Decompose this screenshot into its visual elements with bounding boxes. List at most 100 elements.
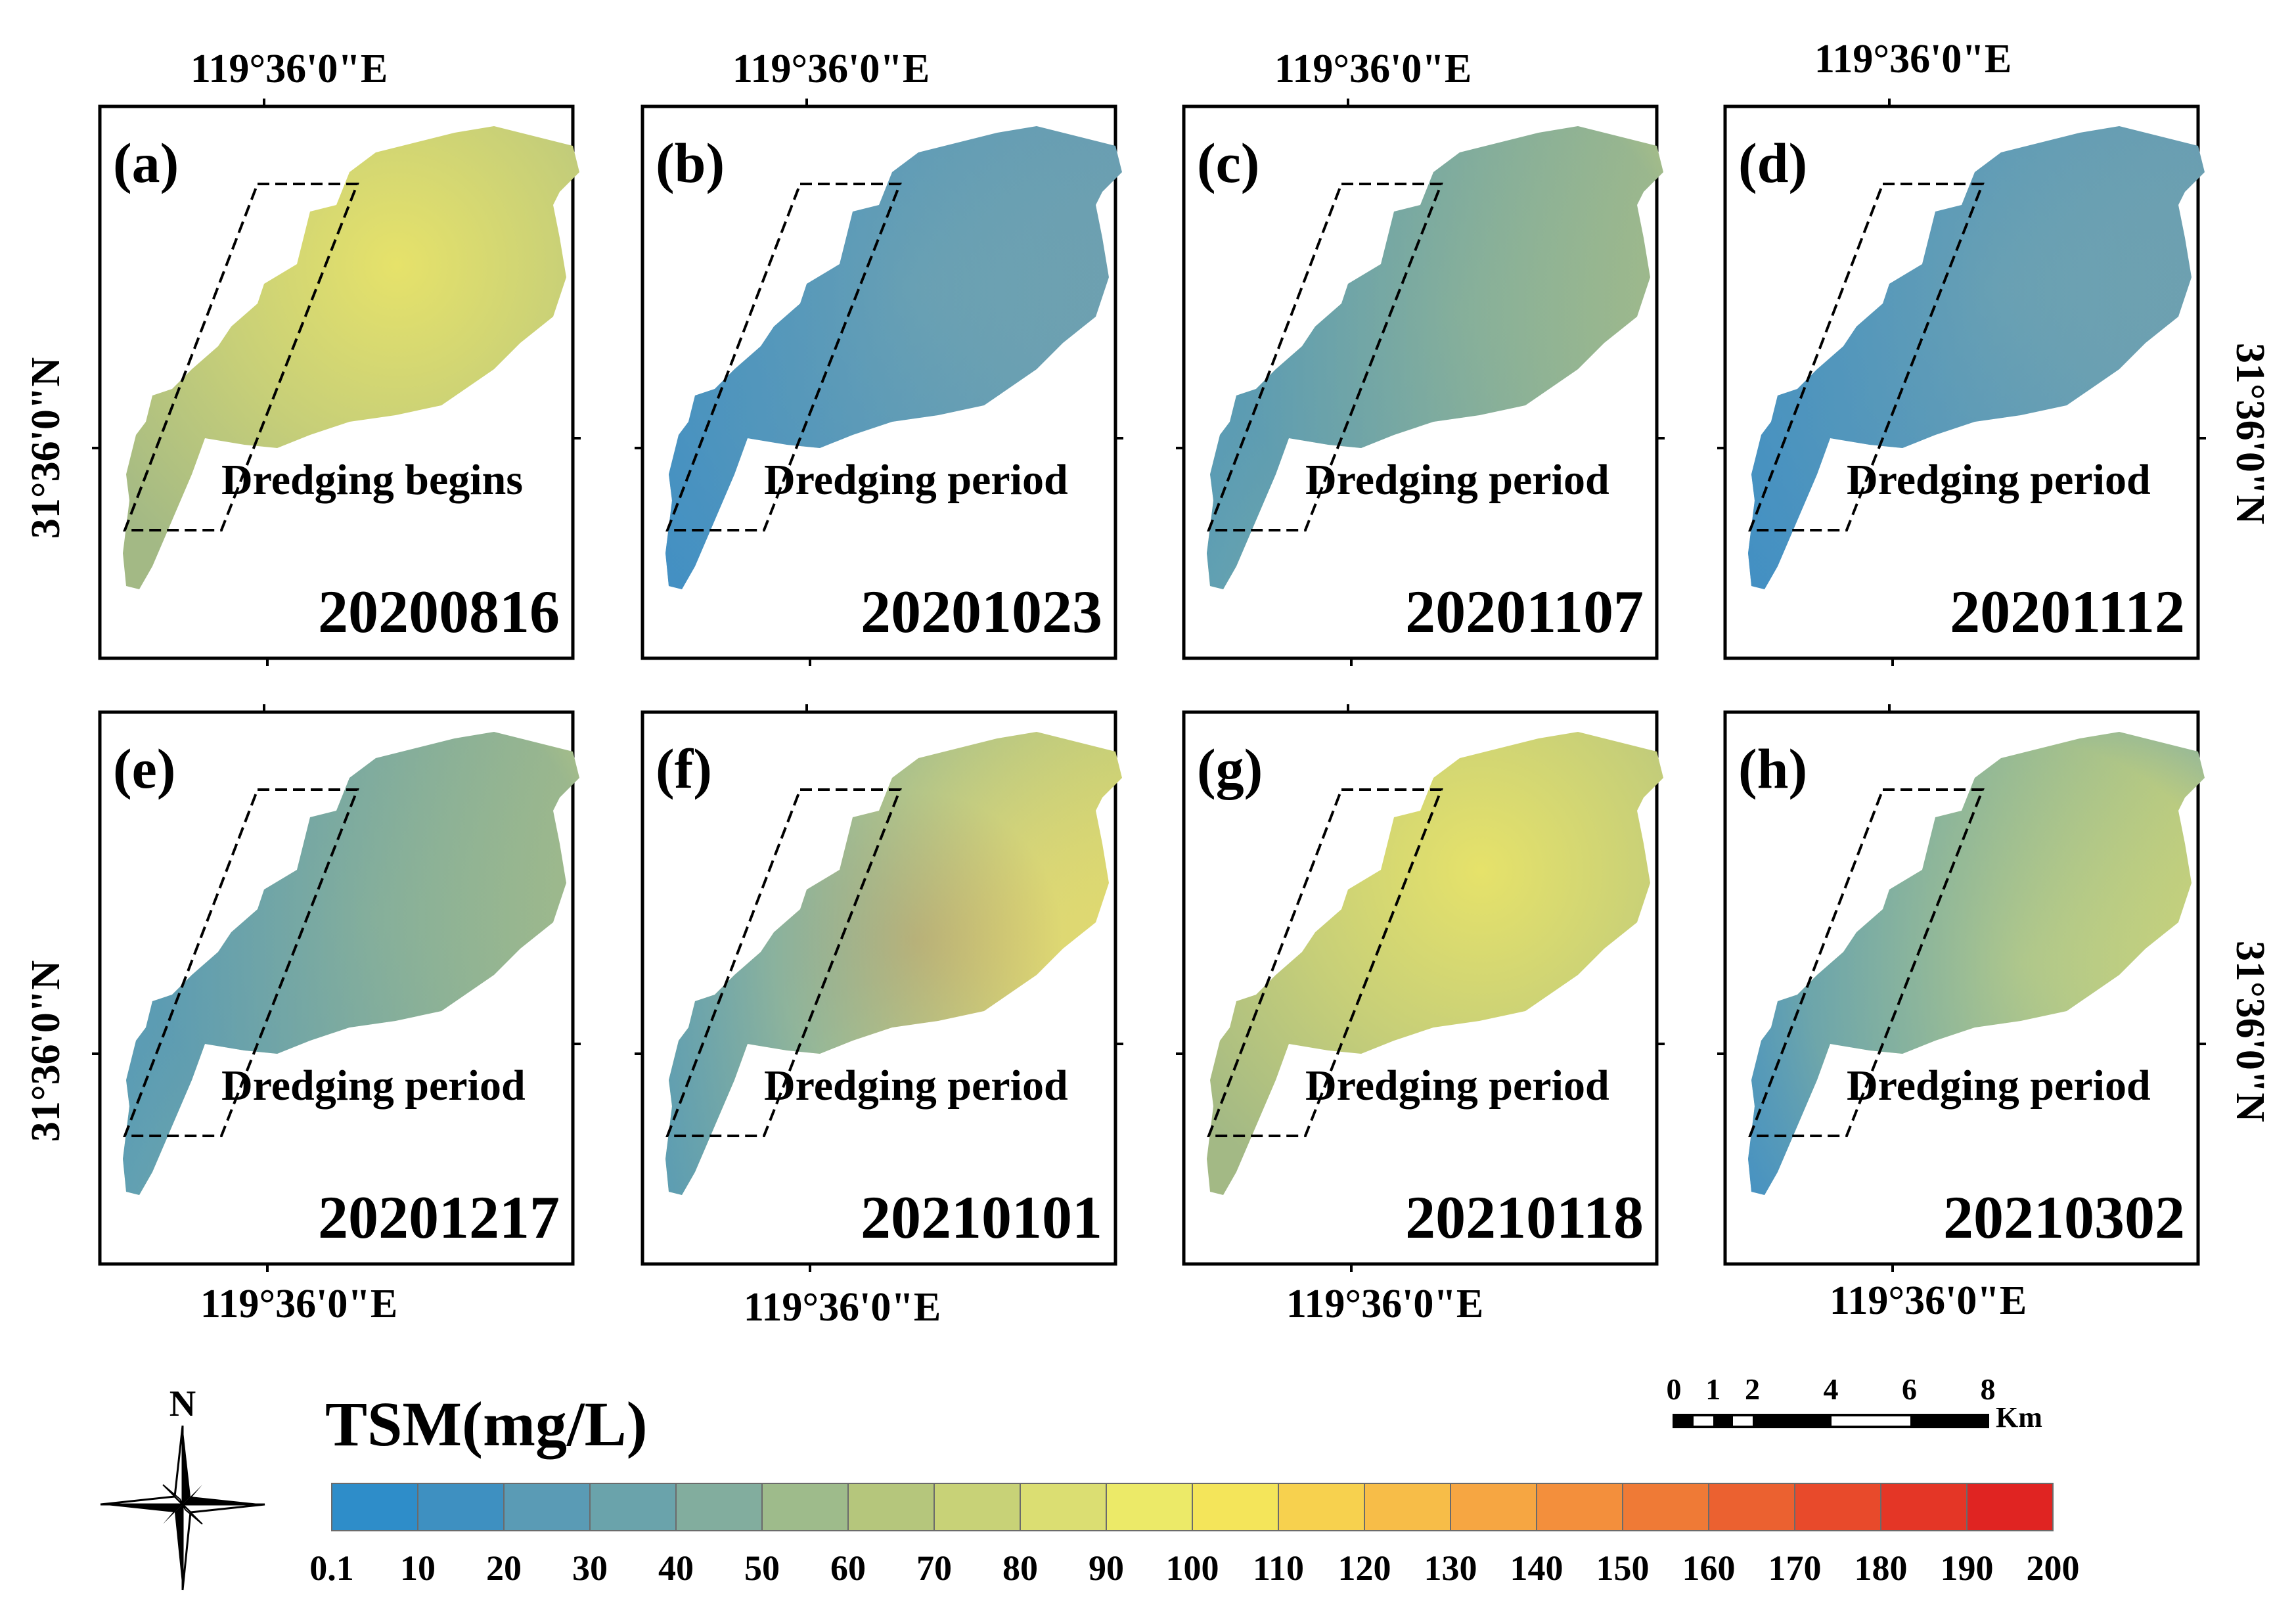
shore-fragment — [219, 556, 226, 568]
shore-fragment — [804, 1133, 811, 1144]
legend-swatch — [1622, 1483, 1709, 1531]
shore-fragment — [1939, 556, 1946, 568]
shore-fragment — [314, 556, 321, 568]
shore-fragment — [1324, 1147, 1331, 1159]
shore-fragment — [325, 1133, 331, 1144]
dredging-area-outline — [1748, 183, 1985, 531]
legend-swatch — [1106, 1483, 1193, 1531]
legend-tick-label: 70 — [916, 1548, 952, 1588]
shore-fragment — [794, 556, 800, 568]
legend-tick-label: 170 — [1768, 1548, 1822, 1588]
map-panel: (b) Dredging period 20201023 — [635, 99, 1123, 666]
shore-fragment — [230, 527, 236, 539]
shore-fragment — [1939, 1162, 1946, 1173]
dredging-area-outline — [1748, 788, 1985, 1137]
shore-fragment — [825, 1162, 832, 1173]
lat-label: 31°36'0"N — [2228, 941, 2272, 1122]
scale-bar-tick-label: 8 — [1981, 1372, 1996, 1406]
shore-fragment — [261, 527, 268, 539]
legend-tick-label: 80 — [1002, 1548, 1038, 1588]
panel-letter: (f) — [656, 737, 712, 800]
legend-tick-label: 140 — [1510, 1548, 1563, 1588]
scale-bar-tick-label: 1 — [1705, 1372, 1720, 1406]
lon-label: 119°36'0"E — [1830, 1278, 2027, 1323]
shore-fragment — [1887, 1133, 1893, 1144]
legend-swatch — [1450, 1483, 1537, 1531]
dredging-area-outline — [123, 788, 359, 1137]
shore-fragment — [762, 556, 769, 568]
panel-date: 20210118 — [1405, 1184, 1644, 1251]
legend-swatch — [503, 1483, 591, 1531]
shore-fragment — [1303, 1162, 1310, 1173]
shore-fragment — [846, 541, 853, 553]
shore-fragment — [293, 1133, 300, 1144]
shore-fragment — [857, 1162, 863, 1173]
shore-fragment — [325, 527, 331, 539]
shore-fragment — [1866, 1147, 1872, 1159]
scale-bar-tick-label: 4 — [1824, 1372, 1839, 1406]
dredging-area-outline — [665, 183, 902, 531]
lake-tsm-map — [1748, 732, 2205, 1195]
panel-date: 20201023 — [861, 578, 1102, 645]
shore-fragment — [1335, 556, 1341, 568]
map-panel: (f) Dredging period 20210101 — [635, 704, 1123, 1272]
panel-date: 20201112 — [1950, 578, 2185, 645]
panel-phase-label: Dredging begins — [221, 456, 523, 504]
shore-fragment — [1314, 1133, 1320, 1144]
shore-fragment — [1314, 527, 1320, 539]
lon-label: 119°36'0"E — [1814, 37, 2012, 81]
shore-fragment — [1356, 1147, 1362, 1159]
shore-fragment — [794, 1162, 800, 1173]
shore-fragment — [335, 1147, 342, 1159]
shore-fragment — [1960, 541, 1967, 553]
lake-tsm-map — [665, 732, 1122, 1195]
map-panel: (c) Dredging period 20201107 — [1176, 99, 1665, 666]
shore-fragment — [867, 1133, 874, 1144]
shore-fragment — [741, 1133, 748, 1144]
shore-fragment — [261, 1133, 268, 1144]
lon-label: 119°36'0"E — [732, 47, 930, 91]
lon-label: 119°36'0"E — [1286, 1282, 1483, 1326]
shore-fragment — [1845, 556, 1851, 568]
panel-letter: (a) — [113, 131, 179, 194]
panel-letter: (g) — [1197, 737, 1263, 800]
panel-letter: (b) — [656, 131, 725, 194]
shore-fragment — [1887, 527, 1893, 539]
shore-fragment — [1897, 541, 1904, 553]
scale-bar-tick-label: 6 — [1902, 1372, 1917, 1406]
shore-fragment — [209, 541, 215, 553]
scale-bar-seg — [1753, 1415, 1832, 1427]
legend: TSM(mg/L) 0.1 10 20 30 40 50 60 70 80 90 100 110 120… — [309, 1389, 2079, 1588]
lon-label: 119°36'0"E — [1274, 47, 1472, 91]
map-panel: (a) Dredging begins 20200816 — [92, 99, 581, 666]
panel-phase-label: Dredging period — [1847, 1062, 2151, 1110]
legend-swatch — [1966, 1483, 2054, 1531]
panel-letter: (e) — [113, 737, 175, 800]
shore-fragment — [1876, 556, 1883, 568]
legend-swatch — [1794, 1483, 1881, 1531]
shore-fragment — [293, 527, 300, 539]
panel-phase-label: Dredging period — [1305, 456, 1609, 504]
shore-fragment — [240, 541, 247, 553]
shore-fragment — [1855, 527, 1862, 539]
shore-fragment — [846, 1147, 853, 1159]
shore-fragment — [1282, 527, 1289, 539]
shore-fragment — [1324, 541, 1331, 553]
legend-tick-label: 60 — [830, 1548, 866, 1588]
shore-fragment — [1824, 1133, 1830, 1144]
shore-fragment — [1303, 556, 1310, 568]
shore-fragment — [251, 556, 258, 568]
shore-fragment — [741, 527, 748, 539]
shore-fragment — [752, 1147, 758, 1159]
scale-bar-seg — [1674, 1415, 1694, 1427]
shore-fragment — [1419, 1147, 1426, 1159]
legend-tick-label: 20 — [486, 1548, 522, 1588]
shore-fragment — [230, 1133, 236, 1144]
legend-swatch — [331, 1483, 418, 1531]
shore-fragment — [272, 1147, 279, 1159]
shore-fragment — [783, 541, 790, 553]
shore-fragment — [1408, 1133, 1415, 1144]
shore-fragment — [314, 1162, 321, 1173]
shore-fragment — [804, 527, 811, 539]
legend-tick-label: 190 — [1941, 1548, 1994, 1588]
